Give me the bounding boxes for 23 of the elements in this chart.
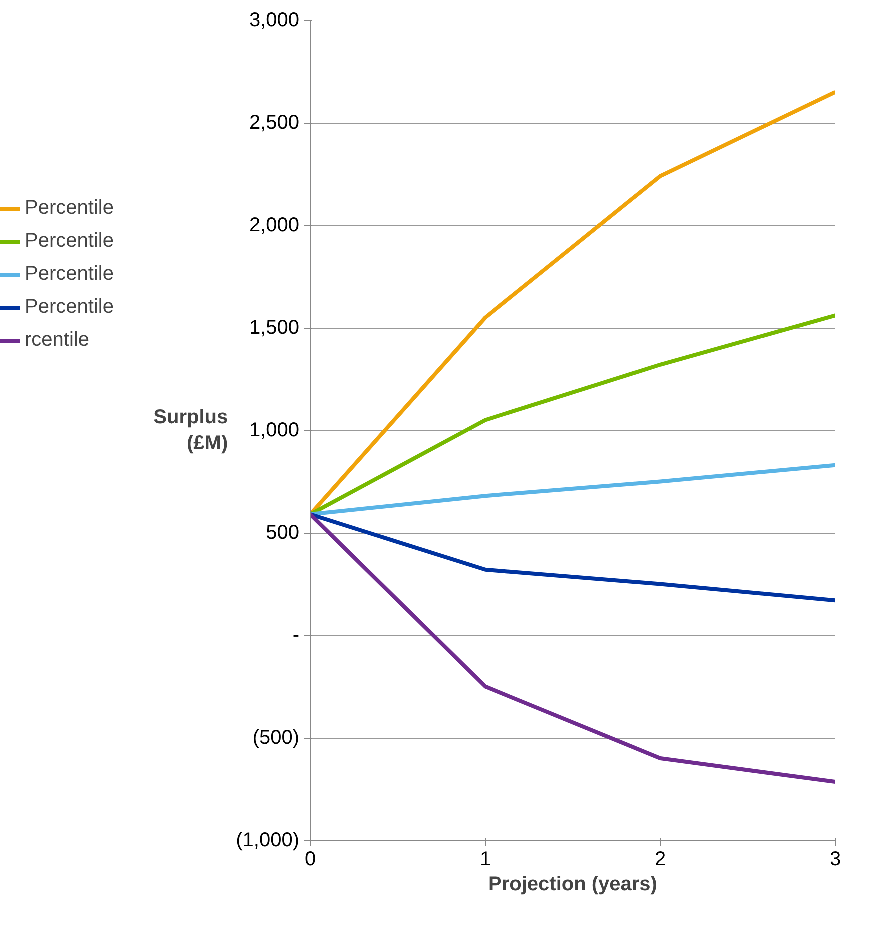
line-series xyxy=(310,512,836,784)
y-tick-label: (500) xyxy=(252,727,300,749)
y-tick-label: (1,000) xyxy=(236,830,300,852)
legend-label: Percentile xyxy=(25,296,114,319)
text: 1,000 xyxy=(249,420,300,442)
line-series xyxy=(310,463,836,517)
text: 2,000 xyxy=(249,214,300,236)
x-tick-label: 3 xyxy=(830,848,842,870)
legend-label: Percentile xyxy=(25,263,114,286)
x-tick-label: 1 xyxy=(480,848,492,870)
x-tick-label: 0 xyxy=(304,848,316,870)
text: 1,500 xyxy=(249,317,300,339)
y-tick-label: - xyxy=(292,624,300,646)
text: 500 xyxy=(266,522,300,544)
legend-label: rcentile xyxy=(25,329,90,352)
legend-label: Percentile xyxy=(25,230,114,253)
legend-label: Percentile xyxy=(25,197,114,220)
text: 3,000 xyxy=(249,10,300,32)
text: 2,500 xyxy=(249,112,300,134)
x-axis-title: Projection (years) xyxy=(488,874,658,896)
y-axis-title: Surplus (£M) xyxy=(154,406,228,455)
x-tick-label: 2 xyxy=(654,848,666,870)
line-series xyxy=(310,512,836,603)
